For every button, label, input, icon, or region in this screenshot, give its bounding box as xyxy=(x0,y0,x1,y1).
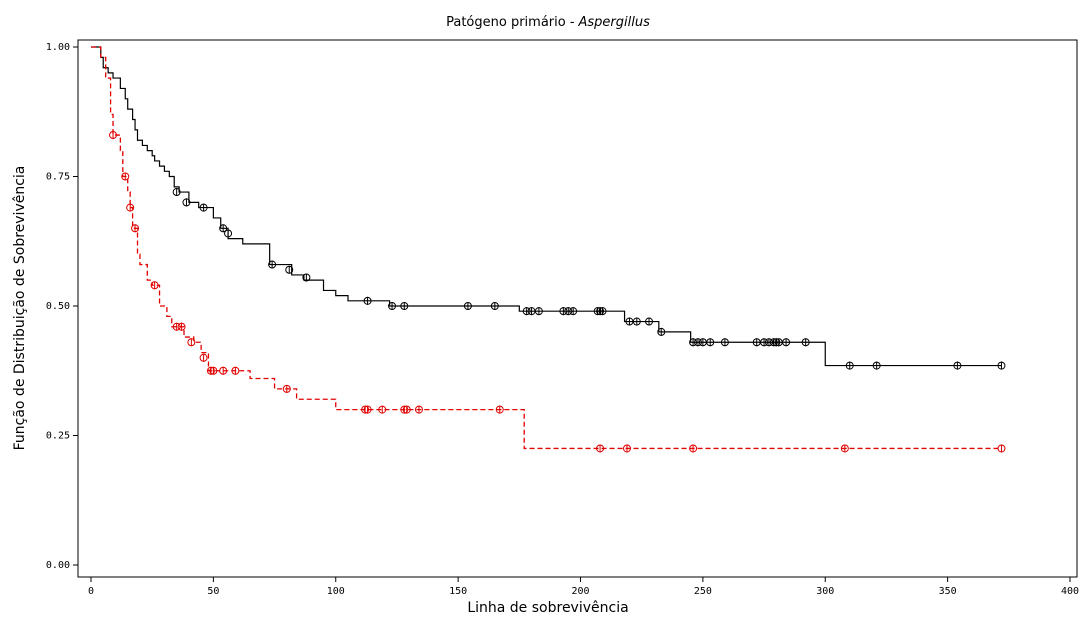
censor-mark xyxy=(997,444,1006,453)
censor-mark xyxy=(645,317,654,326)
censor-mark xyxy=(689,338,698,347)
censor-mark xyxy=(400,302,409,310)
x-tick-label: 100 xyxy=(327,586,345,597)
x-tick-label: 300 xyxy=(816,586,834,597)
censor-mark xyxy=(388,302,397,310)
censor-mark xyxy=(414,405,423,414)
censor-mark xyxy=(997,361,1006,370)
censor-mark xyxy=(534,307,543,316)
censor-mark xyxy=(109,131,118,140)
censor-mark xyxy=(872,361,881,370)
x-tick-label: 200 xyxy=(571,586,589,597)
censor-mark xyxy=(199,203,208,212)
censor-mark xyxy=(845,361,854,370)
censor-mark xyxy=(402,405,411,414)
x-tick-label: 400 xyxy=(1061,586,1079,597)
censor-mark xyxy=(285,265,294,274)
censor-mark xyxy=(598,307,607,316)
censor-mark xyxy=(199,353,208,362)
censor-mark xyxy=(224,229,233,238)
censor-mark xyxy=(209,366,218,375)
censor-mark xyxy=(840,444,849,453)
x-tick-label: 50 xyxy=(207,586,219,597)
censor-mark xyxy=(182,198,191,207)
censor-mark xyxy=(490,302,499,310)
y-tick-label: 0.00 xyxy=(46,560,70,571)
censor-mark xyxy=(559,307,568,316)
censor-mark xyxy=(172,322,181,331)
censor-mark xyxy=(126,203,135,212)
survival-curve xyxy=(91,46,1002,367)
censor-mark xyxy=(569,307,578,316)
censor-mark xyxy=(693,338,702,347)
y-tick-label: 0.75 xyxy=(46,172,70,183)
censor-mark xyxy=(172,188,181,197)
censor-mark xyxy=(632,317,641,326)
censor-mark xyxy=(363,296,372,305)
censor-mark xyxy=(689,444,698,453)
plot-frame xyxy=(77,39,1078,578)
censor-mark xyxy=(720,338,729,347)
y-tick-label: 0.50 xyxy=(46,301,70,312)
censor-mark xyxy=(187,338,196,347)
censor-mark xyxy=(623,444,632,453)
censor-mark xyxy=(495,405,504,414)
censor-mark xyxy=(150,281,159,290)
survival-curve xyxy=(91,46,1002,450)
title-species: Aspergillus xyxy=(578,15,651,30)
title-text: Patógeno primário - xyxy=(446,15,575,30)
censor-mark xyxy=(706,338,715,347)
x-tick-label: 150 xyxy=(449,586,467,597)
y-tick-label: 0.25 xyxy=(46,431,70,442)
censor-mark xyxy=(564,307,573,316)
censor-mark xyxy=(378,405,387,414)
x-tick-label: 250 xyxy=(694,586,712,597)
x-axis-label: Linha de sobrevivência xyxy=(467,600,628,616)
censor-mark xyxy=(131,224,140,233)
censor-mark xyxy=(953,361,962,370)
censor-mark xyxy=(177,322,186,331)
censor-mark xyxy=(302,273,311,282)
censor-mark xyxy=(219,224,228,233)
censor-mark xyxy=(268,260,277,269)
y-axis-label: Função de Distribuição de Sobrevivência xyxy=(12,166,28,451)
censor-mark xyxy=(760,338,769,347)
censor-mark xyxy=(463,302,472,310)
censor-mark xyxy=(231,366,240,375)
y-tick-label: 1.00 xyxy=(46,42,70,53)
censor-mark xyxy=(657,327,666,336)
censor-mark xyxy=(219,366,228,375)
censor-mark xyxy=(596,444,605,453)
x-tick-label: 350 xyxy=(939,586,957,597)
censor-mark xyxy=(363,405,372,414)
censor-mark xyxy=(121,172,130,181)
x-tick-label: 0 xyxy=(88,586,94,597)
censor-mark xyxy=(522,307,531,316)
chart-title: Patógeno primário - Aspergillus xyxy=(446,15,650,30)
censor-mark xyxy=(282,384,291,393)
censor-mark xyxy=(801,338,810,347)
censor-mark xyxy=(782,338,791,347)
